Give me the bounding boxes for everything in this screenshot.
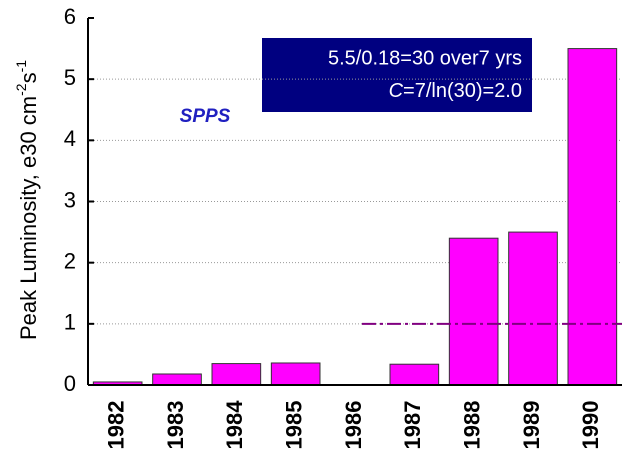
- x-tick-label: 1986: [341, 401, 366, 450]
- annotation-text: =7/ln(30)=2.0: [403, 80, 522, 102]
- bar: [567, 48, 618, 386]
- y-tick-label: 6: [64, 4, 76, 29]
- annotation-var: C: [389, 80, 404, 102]
- x-tick-label: 1982: [103, 401, 128, 450]
- x-tick-label: 1983: [163, 401, 188, 450]
- y-label-sup: -2: [13, 83, 29, 96]
- x-tick-label: 1990: [578, 401, 603, 450]
- annotation-line: 5.5/0.18=30 over7 yrs: [328, 47, 522, 69]
- y-label-sup: -1: [13, 60, 29, 73]
- series-label: SPPS: [180, 106, 231, 127]
- y-tick-label: 3: [64, 187, 76, 212]
- x-tick-label: 1984: [222, 400, 247, 450]
- annotation-box: [262, 38, 532, 112]
- y-tick-label: 0: [64, 371, 76, 396]
- bar: [211, 363, 262, 386]
- x-tick-label: 1989: [519, 401, 544, 450]
- y-tick-label: 4: [64, 126, 76, 151]
- x-tick-label: 1987: [400, 401, 425, 450]
- bar: [270, 362, 321, 386]
- y-label-text: Peak Luminosity, e30 cm: [16, 96, 41, 340]
- bar: [389, 363, 440, 386]
- y-axis-label: Peak Luminosity, e30 cm-2s-1: [13, 60, 41, 340]
- bar: [508, 231, 558, 386]
- y-tick-label: 1: [64, 310, 76, 335]
- y-tick-label: 5: [64, 65, 76, 90]
- y-label-text: s: [16, 72, 41, 83]
- annotation-line: C=7/ln(30)=2.0: [389, 80, 522, 102]
- x-tick-label: 1988: [459, 401, 484, 450]
- x-tick-label: 1985: [281, 401, 306, 450]
- bar: [448, 237, 499, 386]
- bar: [152, 373, 202, 386]
- y-tick-label: 2: [64, 248, 76, 273]
